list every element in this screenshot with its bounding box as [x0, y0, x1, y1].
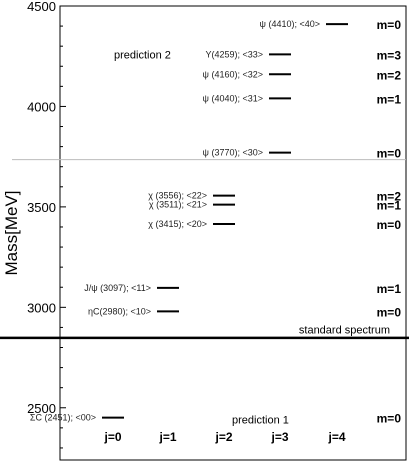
m-label: m=2: [377, 68, 402, 82]
level-label: χ (3511); <21>: [149, 200, 207, 210]
m-label: m=3: [377, 48, 402, 62]
m-label: m=0: [377, 305, 402, 319]
y-tick-label: 3000: [27, 300, 56, 315]
level-label: ΣC (2451); <00>: [30, 413, 96, 423]
plot-frame: [59, 5, 407, 461]
m-label: m=0: [377, 147, 402, 161]
level-label: ηC(2980); <10>: [88, 306, 151, 316]
level-label: χ (3556); <22>: [148, 191, 207, 201]
j-label: j=2: [214, 430, 232, 444]
m-label: m=1: [377, 92, 402, 106]
j-label: j=4: [327, 430, 345, 444]
annotation-label: standard spectrum: [299, 324, 390, 336]
level-label: J/ψ (3097); <11>: [84, 283, 151, 293]
m-label: m=2: [377, 190, 402, 204]
y-tick-label: 2500: [27, 401, 56, 416]
level-label: ψ (4160); <32>: [203, 69, 263, 79]
level-label: Υ(4259); <33>: [205, 49, 263, 59]
m-label: m=0: [377, 218, 402, 232]
m-label: m=0: [377, 412, 402, 426]
level-label: ψ (4040); <31>: [203, 93, 263, 103]
j-label: j=3: [270, 430, 288, 444]
m-label: m=1: [377, 199, 402, 213]
level-label: ψ (3770); <30>: [203, 148, 263, 158]
m-label: m=1: [377, 282, 402, 296]
annotation-label: prediction 1: [232, 414, 289, 426]
y-axis-title: Mass[MeV]: [2, 190, 21, 275]
j-label: j=0: [103, 430, 121, 444]
level-label: ψ (4410); <40>: [260, 19, 320, 29]
j-label: j=1: [158, 430, 176, 444]
m-label: m=0: [377, 18, 402, 32]
y-tick-label: 4000: [27, 99, 56, 114]
annotation-label: prediction 2: [114, 49, 171, 61]
y-tick-label: 4500: [27, 0, 56, 14]
y-tick-label: 3500: [27, 200, 56, 215]
level-label: χ (3415); <20>: [148, 219, 207, 229]
